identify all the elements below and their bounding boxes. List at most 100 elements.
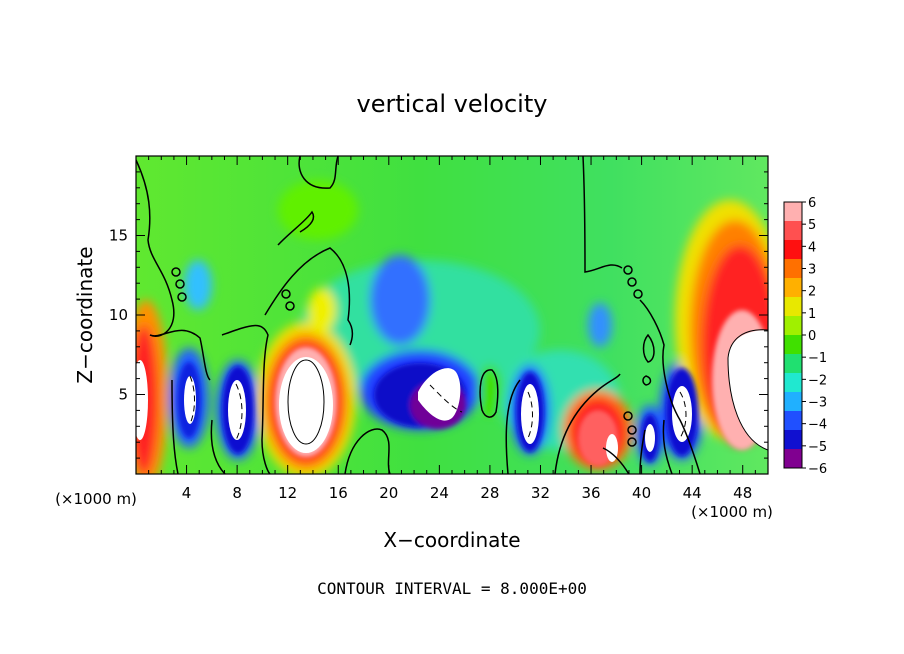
colorbar-tick-label: 0 — [808, 329, 816, 344]
colorbar-tick-label: −5 — [808, 440, 827, 455]
plot-area — [136, 156, 768, 474]
blue-plume — [370, 255, 430, 345]
negative-contour — [429, 384, 463, 413]
negative-contour — [235, 383, 243, 441]
colorbar-swatch — [784, 354, 802, 374]
contour-lines — [136, 156, 768, 474]
positive-contour — [727, 329, 768, 451]
contour-loop — [627, 277, 637, 287]
zero-contour — [277, 210, 315, 246]
contour-loop — [627, 425, 637, 435]
x-tick-label: 24 — [430, 484, 449, 502]
colorbar-tick-label: −3 — [808, 396, 827, 411]
zero-contour — [582, 156, 623, 273]
x-tick-label: 12 — [278, 484, 297, 502]
contour-loop — [623, 265, 633, 275]
colorbar: 6 5 4 3 2 1 0 −1 −2 −3 −4 −5 −6 — [783, 196, 827, 477]
contour-loop — [281, 289, 291, 299]
colorbar-swatch — [784, 392, 802, 412]
x-tick-label: 48 — [733, 484, 752, 502]
zero-contour — [171, 379, 179, 474]
zero-contour — [662, 419, 673, 474]
negative-contour — [679, 391, 687, 439]
positive-contour — [287, 359, 325, 445]
white-core — [672, 386, 692, 442]
colorbar-tick-label: 4 — [808, 240, 816, 255]
colorbar-tick-label: 3 — [808, 263, 816, 278]
contour-loop — [627, 437, 637, 447]
colorbar-swatch — [784, 259, 802, 279]
colorbar-swatch — [784, 316, 802, 336]
y-tick-label: 10 — [109, 306, 128, 324]
colorbar-tick-label: −1 — [808, 351, 827, 366]
colorbar-swatch — [784, 411, 802, 431]
colorbar-swatch — [784, 221, 802, 241]
contour-loop — [177, 292, 187, 302]
colorbar-tick-label: 1 — [808, 307, 816, 322]
colorbar-swatch — [784, 278, 802, 298]
zero-contour — [344, 428, 391, 474]
zero-contour — [210, 419, 226, 474]
y-tick-label: 15 — [109, 227, 128, 245]
colorbar-swatch — [784, 297, 802, 317]
zero-contour — [639, 429, 646, 474]
colorbar-swatch — [784, 449, 802, 469]
zero-contour — [505, 379, 521, 474]
contour-interval-footer: CONTOUR INTERVAL = 8.000E+00 — [317, 579, 587, 598]
colorbar-swatch — [784, 430, 802, 450]
cyan-plume — [184, 260, 212, 310]
zero-contour — [642, 333, 655, 363]
negative-contour — [527, 391, 533, 439]
contour-loop — [285, 301, 295, 311]
colorbar-swatch — [784, 335, 802, 355]
yellow-plume — [308, 288, 336, 332]
chart-title: vertical velocity — [357, 90, 548, 118]
x-tick-label: 16 — [329, 484, 348, 502]
x-tick-label: 20 — [379, 484, 398, 502]
white-core — [136, 360, 148, 440]
zero-contour — [639, 299, 701, 474]
colorbar-tick-label: −2 — [808, 373, 827, 388]
x-tick-label: 36 — [581, 484, 600, 502]
zero-contour — [264, 247, 354, 346]
x-tick-label: 44 — [683, 484, 702, 502]
zero-contour — [298, 156, 339, 189]
x-tick-label: 28 — [480, 484, 499, 502]
zero-contour — [479, 369, 499, 418]
zero-contour — [136, 159, 211, 381]
zero-contour — [602, 447, 630, 474]
colorbar-swatch — [784, 240, 802, 260]
contour-loop — [633, 289, 643, 299]
cyan-plume — [588, 303, 612, 347]
white-core — [521, 384, 539, 444]
white-core — [728, 330, 768, 450]
x-tick-label: 40 — [632, 484, 651, 502]
x-axis-label: X−coordinate — [383, 528, 520, 552]
negative-contour — [189, 375, 195, 425]
x-tick-label: 4 — [182, 484, 192, 502]
x-unit-right: (×1000 m) — [691, 503, 773, 521]
white-core — [645, 424, 655, 452]
contour-loop — [175, 279, 185, 289]
y-tick-label: 5 — [118, 386, 128, 404]
zero-contour — [554, 373, 621, 474]
colorbar-tick-label: 2 — [808, 285, 816, 300]
colorbar-tick-label: −6 — [808, 462, 827, 477]
colorbar-tick-label: −4 — [808, 418, 827, 433]
colorbar-swatch — [784, 373, 802, 393]
green-patch — [278, 180, 358, 240]
x-unit-left: (×1000 m) — [55, 490, 137, 508]
colorbar-tick-label: 5 — [808, 218, 816, 233]
x-tick-label: 32 — [531, 484, 550, 502]
white-core — [279, 357, 333, 453]
contour-loop — [623, 411, 633, 421]
contour-loop — [171, 267, 181, 277]
white-core — [228, 380, 246, 440]
zero-contour — [642, 375, 652, 386]
x-tick-label: 8 — [232, 484, 242, 502]
colorbar-tick-label: 6 — [808, 196, 816, 211]
zero-contour — [221, 324, 271, 474]
white-core — [606, 434, 618, 462]
